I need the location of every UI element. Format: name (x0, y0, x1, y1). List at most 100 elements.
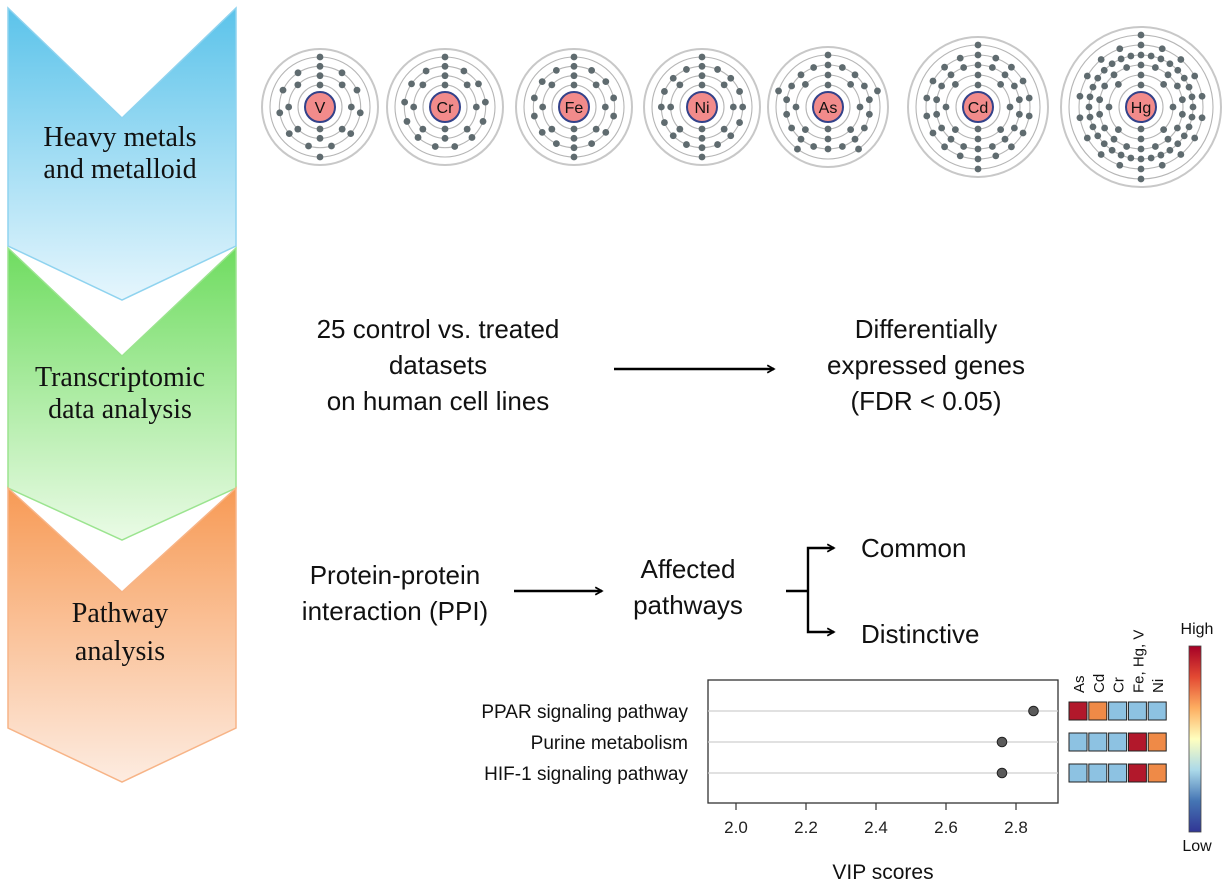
heatmap-column-label: Fe, Hg, V (1130, 630, 1147, 693)
electron (570, 153, 578, 161)
nucleus (962, 91, 994, 123)
nucleus (812, 91, 844, 123)
heatmap-cell (1088, 732, 1108, 752)
electron (1096, 96, 1104, 104)
atom-hg: Hg (1060, 26, 1222, 188)
electron (1110, 71, 1118, 79)
electron (419, 125, 427, 133)
electron (1015, 110, 1023, 118)
chevron-shape (7, 486, 237, 783)
electron (1137, 145, 1145, 153)
electron (305, 142, 312, 150)
electron (479, 118, 487, 125)
electron (592, 81, 600, 89)
electron (552, 140, 560, 148)
electron (851, 71, 859, 79)
electron (570, 144, 578, 152)
electron (316, 53, 324, 61)
x-axis-label: VIP scores (832, 861, 933, 884)
electron (739, 103, 747, 111)
electron (938, 124, 946, 132)
electron (419, 81, 427, 89)
electron (601, 103, 609, 111)
electron (810, 64, 818, 71)
electron (403, 118, 411, 125)
electron (1110, 135, 1118, 143)
electron (1191, 72, 1199, 80)
electron (938, 82, 946, 90)
electron (1137, 71, 1145, 79)
electron (1019, 129, 1027, 137)
electron (794, 145, 801, 153)
electron (1177, 151, 1185, 158)
electron (1164, 71, 1172, 79)
electron (974, 145, 982, 153)
electron (1173, 124, 1181, 132)
heatmap: As Cd Cr Fe, Hg, V Ni (1068, 630, 1167, 783)
electron (602, 78, 610, 86)
nucleus (304, 91, 336, 123)
electron (698, 62, 706, 70)
atom-as: As (767, 46, 889, 168)
stage-heavy-metals: Heavy metals and metalloid (7, 6, 237, 301)
stage-label-line: analysis (75, 636, 165, 667)
stage-label-line: Transcriptomic (35, 362, 205, 393)
electron (929, 77, 937, 85)
electron (1188, 93, 1196, 101)
nucleus (686, 91, 718, 123)
electron (929, 129, 937, 137)
electron (538, 128, 546, 136)
colorbar-high-label: High (1181, 621, 1214, 638)
electron (974, 135, 982, 143)
electron (588, 66, 596, 74)
common-label: Common (861, 533, 966, 563)
electron (1191, 134, 1199, 142)
electron (441, 62, 449, 70)
electron (727, 132, 735, 140)
electron (676, 81, 684, 89)
electron (1166, 146, 1174, 154)
electron (1189, 103, 1197, 111)
stage-label-line: Pathway (72, 598, 168, 629)
electron (847, 126, 855, 134)
electron (657, 103, 665, 111)
electron (570, 53, 578, 61)
electron (1089, 123, 1097, 131)
electron (1117, 151, 1125, 159)
electron (353, 86, 361, 94)
element-symbol: Cd (968, 100, 988, 117)
electron (992, 152, 1000, 160)
electron (974, 71, 982, 79)
heatmap-cell (1088, 701, 1108, 721)
electron (974, 51, 982, 59)
electron (661, 88, 668, 95)
electron (481, 98, 489, 106)
heatmap-column-label: As (1071, 675, 1088, 693)
electron (1086, 93, 1094, 101)
electron (1185, 83, 1193, 91)
electron (1137, 31, 1145, 39)
electron (539, 103, 547, 111)
electron (720, 125, 728, 133)
ppi-text: interaction (PPI) (302, 596, 488, 626)
electron (1019, 77, 1027, 85)
stage-label-line: and metalloid (43, 154, 196, 185)
electron (974, 155, 982, 163)
heatmap-cell (1108, 763, 1128, 783)
electron (698, 53, 706, 61)
electron (698, 144, 706, 152)
electron (974, 41, 982, 49)
electron (1157, 151, 1165, 159)
electron (475, 80, 482, 88)
heatmap-cell (1147, 763, 1167, 783)
electron (602, 128, 610, 136)
electron (1094, 74, 1102, 82)
electron (992, 54, 1000, 62)
electron (997, 80, 1005, 88)
heatmap-cell (1068, 763, 1088, 783)
electron (698, 72, 706, 80)
electron (1160, 80, 1168, 88)
electron (933, 110, 941, 118)
electron (1137, 81, 1145, 89)
